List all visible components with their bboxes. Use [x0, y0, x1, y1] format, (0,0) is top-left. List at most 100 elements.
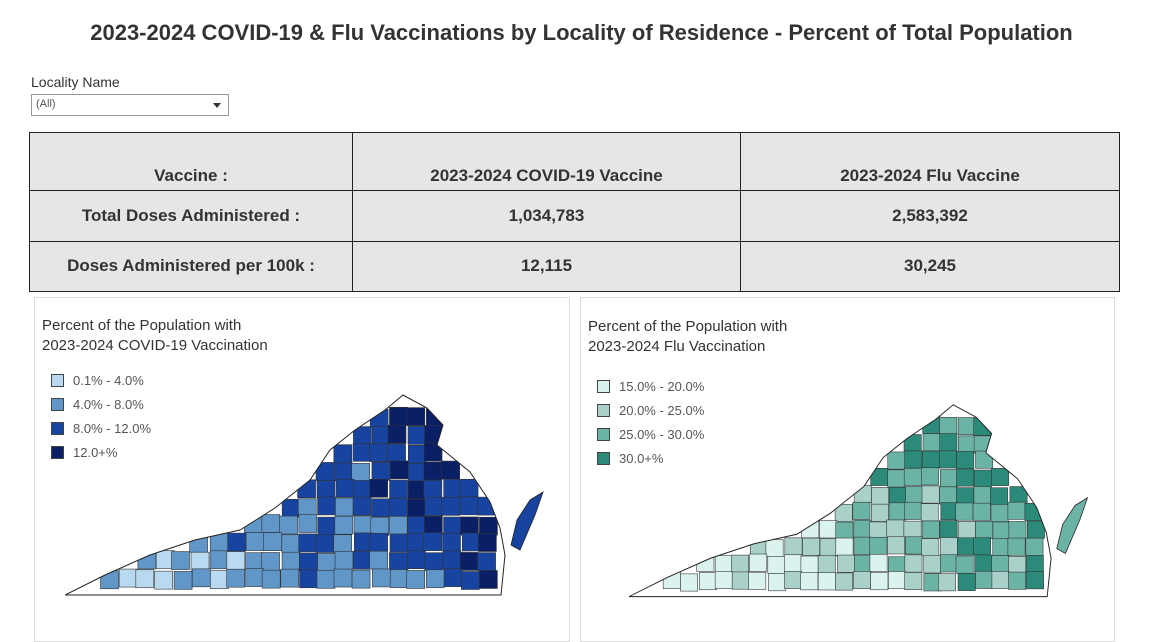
locality-shape[interactable]: [853, 571, 871, 590]
locality-shape[interactable]: [1025, 537, 1044, 556]
locality-shape[interactable]: [784, 571, 803, 589]
locality-shape[interactable]: [245, 532, 265, 551]
locality-shape[interactable]: [281, 499, 301, 518]
locality-shape[interactable]: [698, 572, 717, 591]
flu-legend-item[interactable]: 30.0+%: [597, 446, 704, 470]
locality-shape[interactable]: [748, 571, 767, 590]
locality-shape[interactable]: [281, 534, 301, 554]
locality-shape[interactable]: [923, 555, 942, 574]
locality-shape[interactable]: [956, 468, 975, 487]
covid-legend-item[interactable]: 12.0+%: [51, 440, 151, 464]
locality-shape[interactable]: [459, 552, 479, 571]
locality-shape[interactable]: [441, 460, 460, 480]
locality-shape[interactable]: [389, 533, 409, 553]
locality-shape[interactable]: [335, 478, 355, 498]
locality-shape[interactable]: [390, 460, 409, 480]
locality-shape[interactable]: [443, 479, 462, 498]
locality-shape[interactable]: [956, 487, 974, 506]
locality-shape[interactable]: [316, 480, 336, 499]
locality-shape[interactable]: [905, 486, 924, 505]
locality-shape[interactable]: [680, 573, 698, 592]
locality-shape[interactable]: [191, 568, 211, 588]
locality-shape[interactable]: [767, 556, 786, 574]
locality-shape[interactable]: [765, 539, 784, 558]
locality-shape[interactable]: [903, 434, 922, 453]
locality-shape[interactable]: [975, 570, 994, 589]
locality-shape[interactable]: [869, 536, 888, 555]
locality-shape[interactable]: [477, 552, 496, 571]
flu-legend-item[interactable]: 15.0% - 20.0%: [597, 374, 704, 398]
locality-shape[interactable]: [975, 450, 994, 469]
locality-shape[interactable]: [939, 416, 958, 435]
locality-shape[interactable]: [478, 533, 497, 552]
locality-shape[interactable]: [423, 442, 443, 462]
locality-shape[interactable]: [190, 551, 210, 571]
locality-shape[interactable]: [922, 433, 941, 452]
locality-shape[interactable]: [209, 550, 229, 570]
locality-shape[interactable]: [389, 479, 408, 499]
locality-shape[interactable]: [1008, 571, 1027, 590]
locality-shape[interactable]: [317, 516, 337, 536]
locality-shape[interactable]: [888, 502, 907, 521]
locality-shape[interactable]: [334, 551, 354, 570]
locality-shape[interactable]: [921, 538, 940, 557]
locality-shape[interactable]: [957, 573, 976, 591]
locality-shape[interactable]: [424, 515, 443, 535]
locality-shape[interactable]: [939, 486, 958, 505]
locality-shape[interactable]: [407, 516, 426, 535]
locality-shape[interactable]: [768, 573, 787, 592]
locality-shape[interactable]: [173, 571, 193, 590]
locality-shape[interactable]: [835, 537, 854, 556]
locality-shape[interactable]: [226, 568, 246, 588]
locality-shape[interactable]: [423, 532, 442, 551]
locality-shape[interactable]: [887, 451, 906, 470]
locality-shape[interactable]: [280, 568, 300, 588]
locality-shape[interactable]: [869, 554, 888, 572]
locality-shape[interactable]: [991, 555, 1010, 574]
locality-shape[interactable]: [870, 468, 889, 486]
locality-shape[interactable]: [939, 520, 958, 539]
locality-shape[interactable]: [389, 406, 408, 426]
locality-shape[interactable]: [887, 469, 906, 488]
locality-shape[interactable]: [938, 450, 957, 469]
covid-choropleth-map[interactable]: [65, 390, 555, 610]
locality-shape[interactable]: [819, 520, 838, 539]
locality-shape[interactable]: [462, 532, 481, 552]
locality-shape[interactable]: [263, 532, 282, 552]
locality-shape[interactable]: [852, 501, 871, 520]
locality-shape[interactable]: [972, 502, 991, 521]
locality-shape[interactable]: [210, 570, 229, 589]
locality-shape[interactable]: [1007, 501, 1026, 520]
locality-shape[interactable]: [297, 498, 317, 518]
locality-shape[interactable]: [955, 502, 974, 521]
eastern-shore-shape[interactable]: [1056, 496, 1089, 555]
locality-shape[interactable]: [317, 553, 336, 572]
locality-shape[interactable]: [888, 487, 907, 505]
locality-shape[interactable]: [352, 480, 372, 499]
locality-shape[interactable]: [921, 467, 939, 486]
locality-shape[interactable]: [990, 487, 1008, 506]
locality-shape[interactable]: [406, 570, 426, 589]
locality-shape[interactable]: [992, 521, 1011, 540]
locality-shape[interactable]: [423, 461, 443, 481]
locality-shape[interactable]: [171, 551, 190, 570]
locality-shape[interactable]: [784, 554, 803, 573]
locality-shape[interactable]: [333, 568, 353, 588]
locality-shape[interactable]: [921, 485, 940, 504]
locality-shape[interactable]: [407, 498, 426, 518]
locality-shape[interactable]: [940, 469, 958, 488]
locality-shape[interactable]: [315, 534, 334, 553]
flu-legend-item[interactable]: 25.0% - 30.0%: [597, 422, 704, 446]
locality-shape[interactable]: [389, 497, 408, 517]
locality-shape[interactable]: [279, 515, 298, 535]
locality-shape[interactable]: [388, 515, 408, 535]
locality-shape[interactable]: [351, 569, 371, 589]
locality-shape[interactable]: [281, 551, 301, 571]
locality-shape[interactable]: [442, 550, 462, 570]
locality-shape[interactable]: [443, 516, 462, 536]
locality-shape[interactable]: [387, 424, 407, 444]
locality-shape[interactable]: [425, 569, 445, 589]
locality-shape[interactable]: [886, 519, 905, 538]
locality-shape[interactable]: [835, 572, 853, 591]
locality-shape[interactable]: [406, 407, 426, 426]
